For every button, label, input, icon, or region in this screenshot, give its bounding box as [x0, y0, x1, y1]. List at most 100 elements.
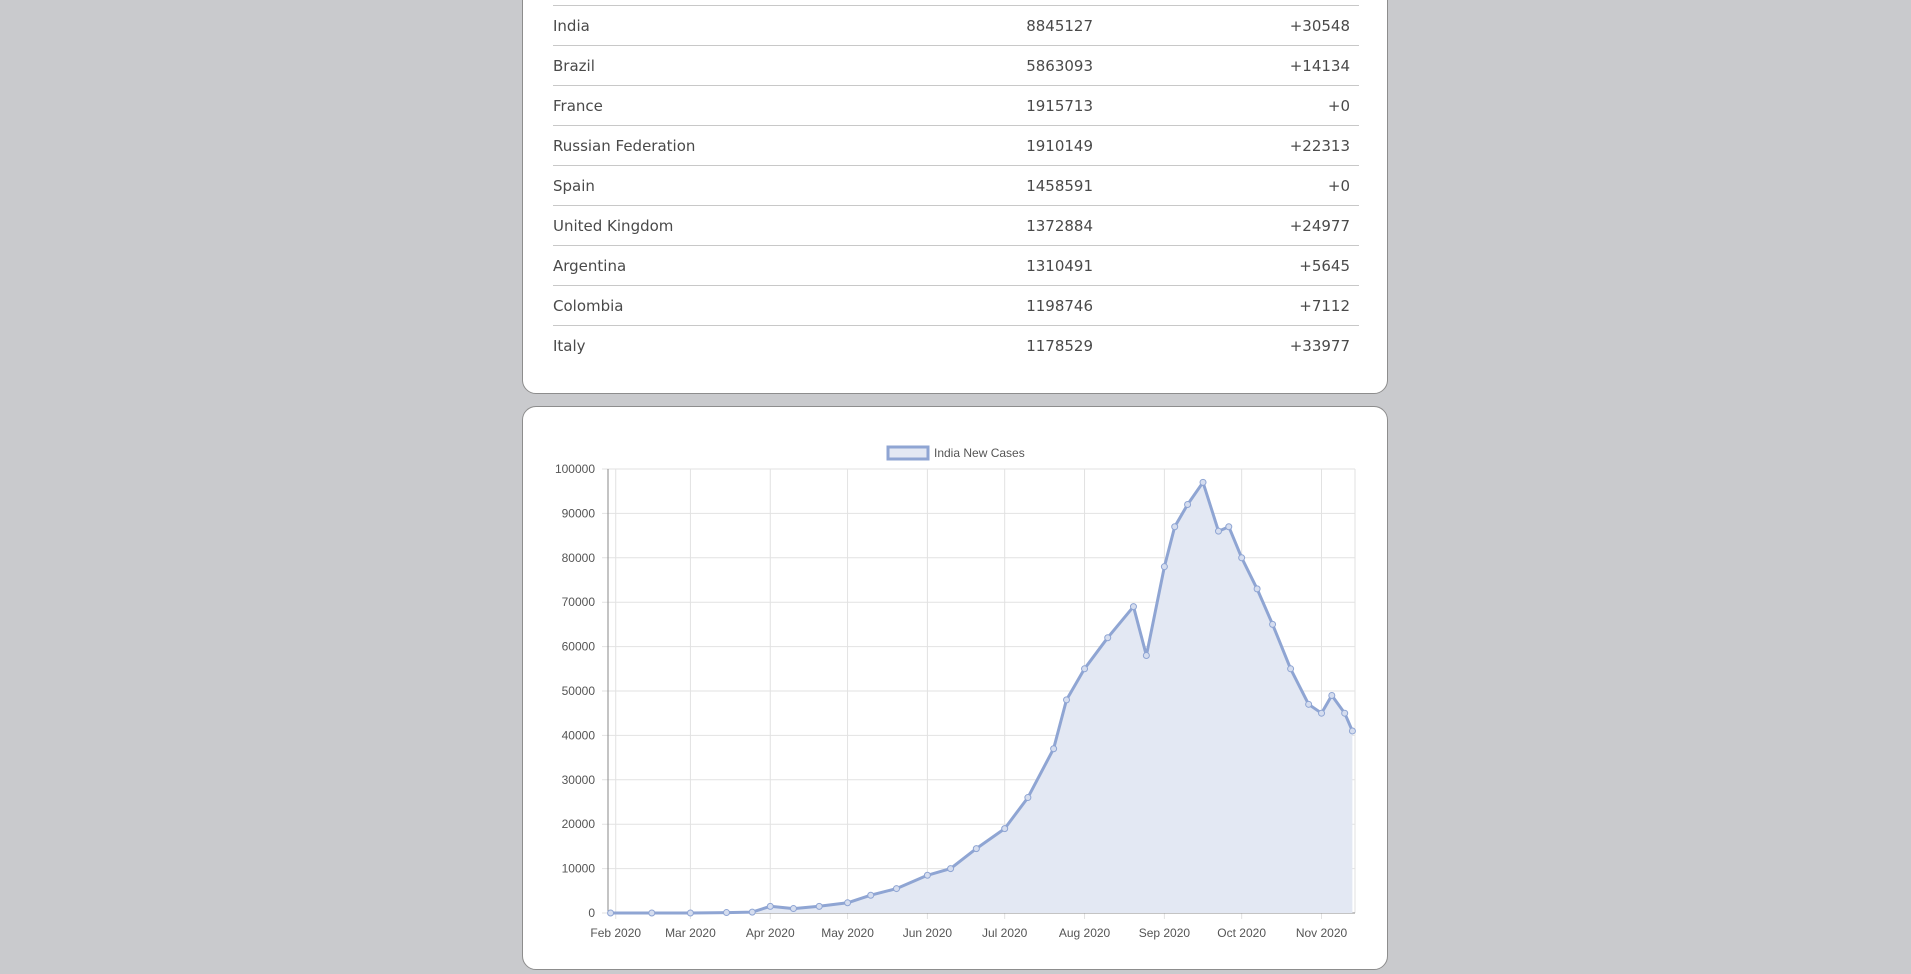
y-tick-label: 50000 — [562, 684, 596, 698]
data-point — [607, 909, 615, 917]
x-tick-label: Jun 2020 — [903, 926, 953, 940]
country-cell: Brazil — [553, 45, 973, 86]
cases-cell: 1310491 — [973, 245, 1093, 286]
data-point — [648, 909, 656, 917]
table-row: Brazil 5863093 +14134 — [553, 45, 1359, 86]
new-cases-cell: +33977 — [1093, 325, 1359, 365]
country-cell: India — [553, 5, 973, 46]
cases-cell: 1198746 — [973, 285, 1093, 326]
cases-cell: 1915713 — [973, 85, 1093, 126]
y-tick-label: 0 — [588, 906, 595, 920]
y-tick-label: 100000 — [555, 462, 595, 476]
new-cases-cell: +7112 — [1093, 285, 1359, 326]
cases-cell: 8845127 — [973, 5, 1093, 46]
new-cases-cell: +14134 — [1093, 45, 1359, 86]
data-point — [1305, 700, 1313, 708]
data-point — [1063, 696, 1071, 704]
x-tick-label: Sep 2020 — [1139, 926, 1191, 940]
india-new-cases-chart: 1000009000080000700006000050000400003000… — [555, 445, 1356, 940]
data-point — [1253, 585, 1261, 593]
data-point — [686, 909, 694, 917]
x-tick-label: Feb 2020 — [590, 926, 641, 940]
x-tick-label: May 2020 — [821, 926, 874, 940]
cases-cell: 1910149 — [973, 125, 1093, 166]
new-cases-cell: +22313 — [1093, 125, 1359, 166]
table-row: United Kingdom 1372884 +24977 — [553, 205, 1359, 246]
data-point — [815, 902, 823, 910]
data-point — [722, 909, 730, 917]
countries-table-card: India 8845127 +30548 Brazil 5863093 +14134 Fra… — [522, 0, 1388, 394]
data-point — [1024, 794, 1032, 802]
cases-cell: 5863093 — [973, 45, 1093, 86]
country-cell: Italy — [553, 325, 973, 365]
y-tick-label: 60000 — [562, 640, 596, 654]
data-point — [766, 902, 774, 910]
new-cases-cell: +0 — [1093, 85, 1359, 126]
legend-swatch — [886, 445, 930, 461]
data-point — [1171, 523, 1179, 531]
table-row: Argentina 1310491 +5645 — [553, 245, 1359, 286]
data-point — [844, 899, 852, 907]
data-point — [1199, 478, 1207, 486]
x-tick-label: Oct 2020 — [1217, 926, 1266, 940]
new-cases-cell: +30548 — [1093, 5, 1359, 46]
x-tick-label: Aug 2020 — [1059, 926, 1111, 940]
data-point — [748, 908, 756, 916]
data-point — [1129, 603, 1137, 611]
data-point — [1081, 665, 1089, 673]
y-tick-label: 90000 — [562, 506, 596, 520]
data-point — [1341, 709, 1349, 717]
table-row: France 1915713 +0 — [553, 85, 1359, 126]
y-tick-label: 30000 — [562, 773, 596, 787]
country-cell: Spain — [553, 165, 973, 206]
data-point — [1348, 727, 1356, 735]
y-tick-label: 20000 — [562, 817, 596, 831]
table-row: Colombia 1198746 +7112 — [553, 285, 1359, 326]
new-cases-cell: +24977 — [1093, 205, 1359, 246]
data-point — [789, 905, 797, 913]
data-point — [1001, 825, 1009, 833]
new-cases-cell: +0 — [1093, 165, 1359, 206]
table-row: Spain 1458591 +0 — [553, 165, 1359, 206]
country-cell: Russian Federation — [553, 125, 973, 166]
x-tick-label: Apr 2020 — [746, 926, 795, 940]
data-point — [947, 865, 955, 873]
legend: India New Cases — [886, 445, 1025, 461]
data-point — [1238, 554, 1246, 562]
x-tick-label: Nov 2020 — [1296, 926, 1348, 940]
y-tick-label: 10000 — [562, 862, 596, 876]
data-point — [1142, 651, 1150, 659]
cases-cell: 1372884 — [973, 205, 1093, 246]
new-cases-cell: +5645 — [1093, 245, 1359, 286]
data-point — [1318, 709, 1326, 717]
data-point — [1269, 620, 1277, 628]
data-point — [1184, 501, 1192, 509]
legend-label: India New Cases — [934, 446, 1025, 460]
data-point — [1050, 745, 1058, 753]
data-point — [972, 845, 980, 853]
x-tick-label: Mar 2020 — [665, 926, 716, 940]
data-point — [1225, 523, 1233, 531]
cases-cell: 1178529 — [973, 325, 1093, 365]
data-point — [1328, 691, 1336, 699]
country-cell: Colombia — [553, 285, 973, 326]
y-tick-label: 40000 — [562, 728, 596, 742]
countries-table: India 8845127 +30548 Brazil 5863093 +14134 Fra… — [553, 5, 1359, 365]
table-row: India 8845127 +30548 — [553, 5, 1359, 46]
y-tick-label: 70000 — [562, 595, 596, 609]
cases-cell: 1458591 — [973, 165, 1093, 206]
y-tick-label: 80000 — [562, 551, 596, 565]
x-tick-label: Jul 2020 — [982, 926, 1028, 940]
data-point — [1214, 527, 1222, 535]
data-point — [867, 891, 875, 899]
table-row: Russian Federation 1910149 +22313 — [553, 125, 1359, 166]
country-cell: United Kingdom — [553, 205, 973, 246]
data-point — [923, 871, 931, 879]
data-point — [1104, 634, 1112, 642]
data-point — [1287, 665, 1295, 673]
series-area — [610, 482, 1353, 913]
data-point — [1160, 563, 1168, 571]
country-cell: Argentina — [553, 245, 973, 286]
table-row: Italy 1178529 +33977 — [553, 325, 1359, 365]
country-cell: France — [553, 85, 973, 126]
